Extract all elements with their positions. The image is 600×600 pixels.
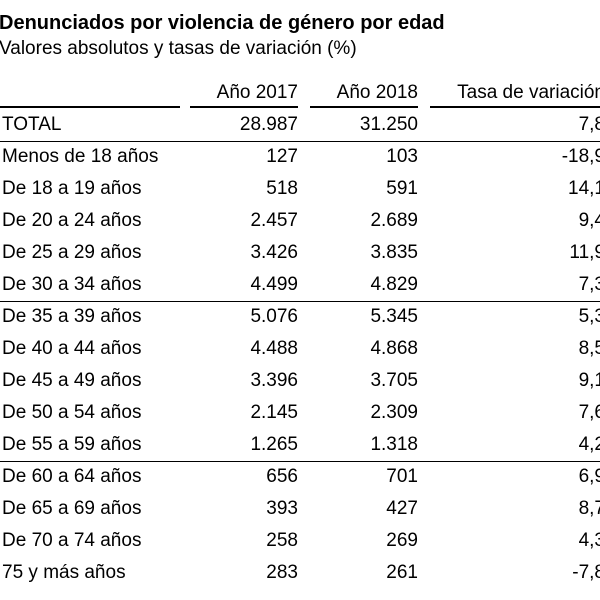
cell: 283 — [266, 562, 298, 583]
cell: 7,6 — [578, 402, 600, 423]
row-label: De 30 a 34 años — [2, 274, 142, 295]
row-label: De 18 a 19 años — [2, 178, 142, 199]
column-header: Tasa de variación — [457, 82, 600, 103]
row-rule — [0, 301, 600, 302]
cell: 3.426 — [250, 242, 298, 263]
row-label: De 65 a 69 años — [2, 498, 142, 519]
row-label: De 60 a 64 años — [2, 466, 142, 487]
cell: 8,7 — [578, 498, 600, 519]
cell: 11,9 — [569, 242, 600, 263]
cell: 7,3 — [578, 274, 600, 295]
cell: 2.457 — [250, 210, 298, 231]
cell: 4,2 — [578, 434, 600, 455]
cell: 591 — [386, 178, 418, 199]
cell: 4,3 — [578, 530, 600, 551]
cell: 427 — [386, 498, 418, 519]
header-rule — [190, 106, 298, 108]
row-label: De 55 a 59 años — [2, 434, 142, 455]
cell: -7,8 — [572, 562, 600, 583]
row-label: TOTAL — [2, 114, 62, 135]
cell: 5.076 — [250, 306, 298, 327]
cell: 1.265 — [250, 434, 298, 455]
row-label: Menos de 18 años — [2, 146, 159, 167]
title: Denunciados por violencia de género por … — [0, 12, 445, 34]
cell: 393 — [266, 498, 298, 519]
cell: 8,5 — [578, 338, 600, 359]
cell: 701 — [386, 466, 418, 487]
cell: 5.345 — [370, 306, 418, 327]
row-label: De 35 a 39 años — [2, 306, 142, 327]
row-label: De 45 a 49 años — [2, 370, 142, 391]
cell: 2.689 — [370, 210, 418, 231]
row-rule — [0, 141, 600, 142]
row-rule — [0, 461, 600, 462]
cell: 127 — [266, 146, 298, 167]
cell: 2.145 — [250, 402, 298, 423]
cell: 9,1 — [578, 370, 600, 391]
cell: 656 — [266, 466, 298, 487]
cell: 9,4 — [578, 210, 600, 231]
cell: 518 — [266, 178, 298, 199]
cell: -18,9 — [561, 146, 600, 167]
subtitle: Valores absolutos y tasas de variación (… — [0, 38, 357, 59]
cell: 3.835 — [370, 242, 418, 263]
row-label: 75 y más años — [2, 562, 126, 583]
cell: 1.318 — [370, 434, 418, 455]
header-rule — [310, 106, 418, 108]
column-header: Año 2017 — [216, 82, 298, 103]
cell: 4.488 — [250, 338, 298, 359]
cell: 4.499 — [250, 274, 298, 295]
cell: 14,1 — [568, 178, 600, 199]
cell: 4.829 — [370, 274, 418, 295]
cell: 6,9 — [578, 466, 600, 487]
column-header: Año 2018 — [336, 82, 418, 103]
cell: 3.705 — [370, 370, 418, 391]
cell: 5,3 — [578, 306, 600, 327]
header-rule — [0, 106, 180, 108]
row-label: De 50 a 54 años — [2, 402, 142, 423]
cell: 7,8 — [578, 114, 600, 135]
cell: 31.250 — [359, 114, 418, 135]
cell: 3.396 — [250, 370, 298, 391]
cell: 103 — [386, 146, 418, 167]
cell: 258 — [266, 530, 298, 551]
cell: 28.987 — [239, 114, 298, 135]
row-label: De 20 a 24 años — [2, 210, 142, 231]
header-rule — [430, 106, 600, 108]
cell: 261 — [386, 562, 418, 583]
row-label: De 25 a 29 años — [2, 242, 142, 263]
cell: 4.868 — [370, 338, 418, 359]
row-label: De 40 a 44 años — [2, 338, 142, 359]
row-label: De 70 a 74 años — [2, 530, 142, 551]
cell: 2.309 — [370, 402, 418, 423]
cell: 269 — [386, 530, 418, 551]
